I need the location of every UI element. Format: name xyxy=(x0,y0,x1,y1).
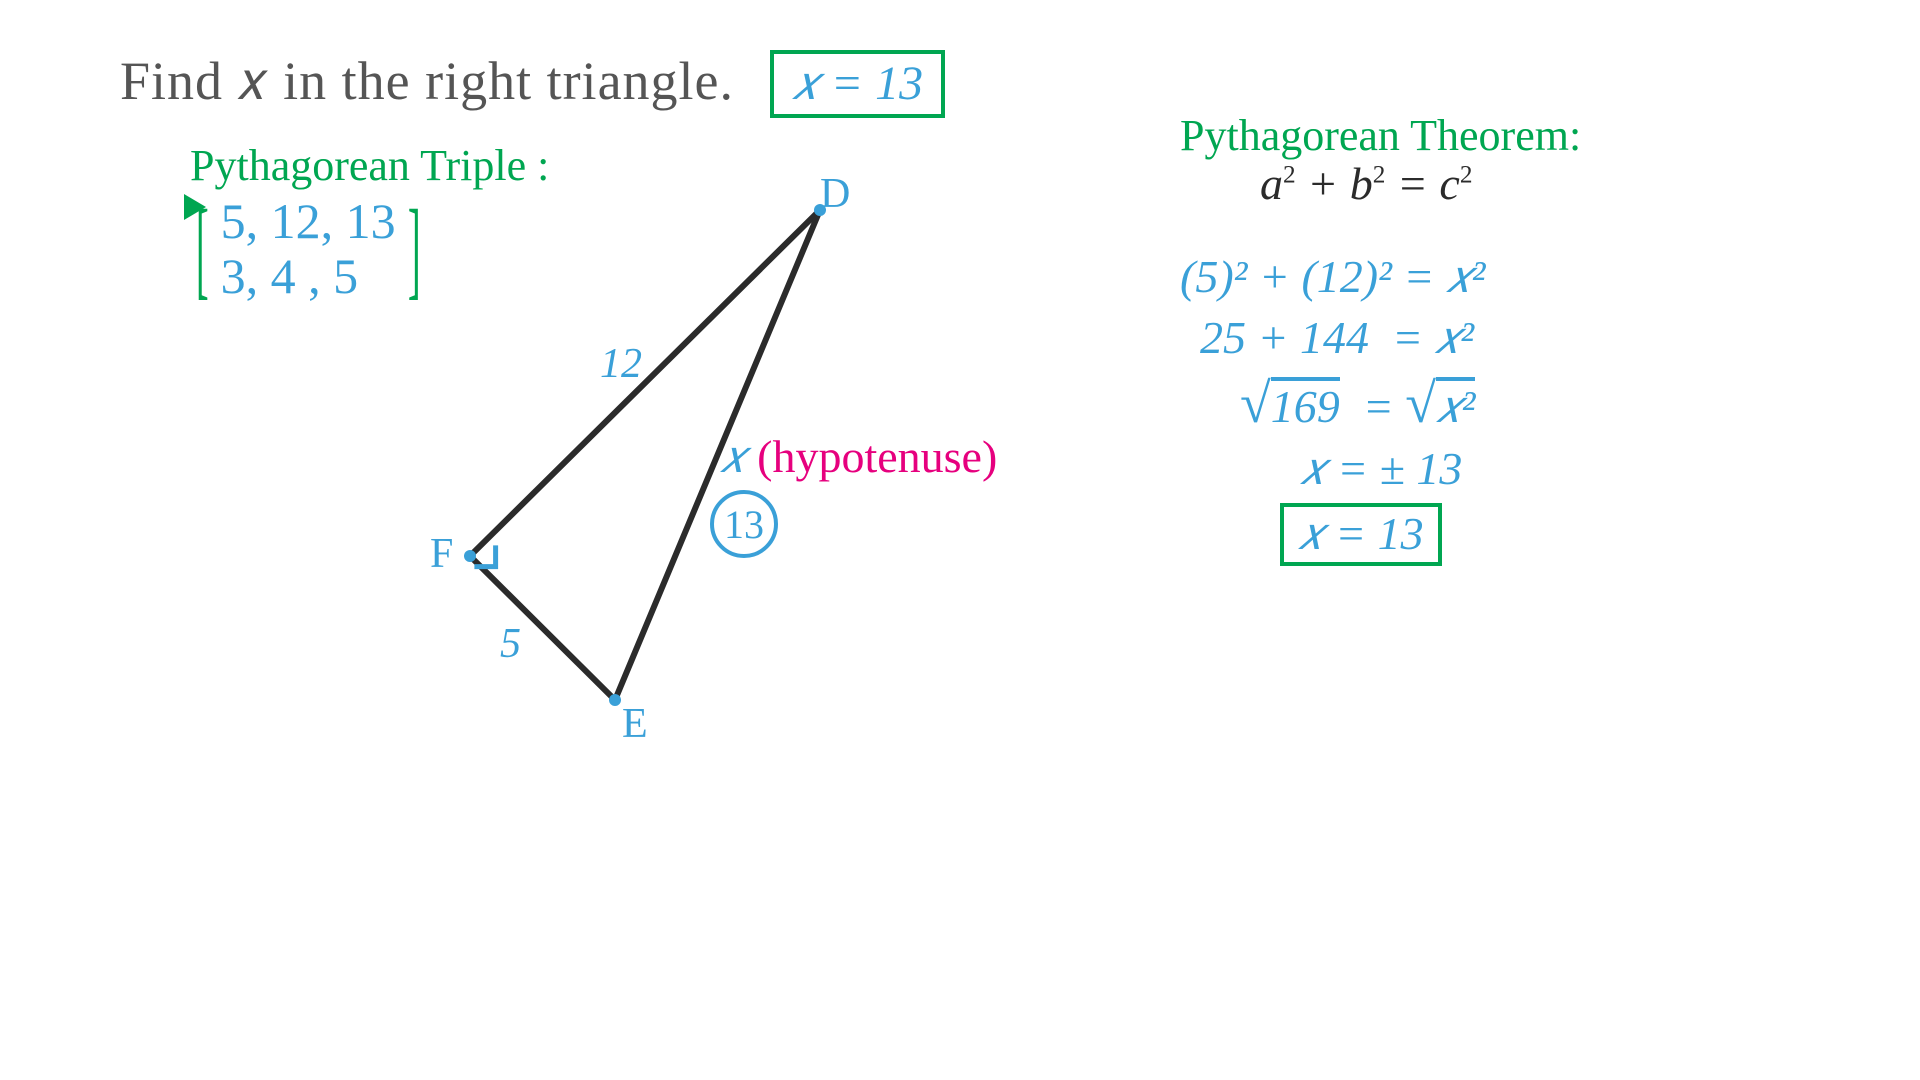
hypotenuse-label: 𝑥 (hypotenuse) xyxy=(720,430,997,485)
vertex-D-label: D xyxy=(820,170,850,218)
side-FE xyxy=(470,556,615,700)
triangle-diagram xyxy=(0,0,1920,1080)
vertex-E-dot xyxy=(609,694,621,706)
vertex-F-label: F xyxy=(430,530,453,578)
side-DF-label: 12 xyxy=(600,340,642,388)
vertex-F-dot xyxy=(464,550,476,562)
vertex-E-label: E xyxy=(622,700,648,748)
hypotenuse-value-circled: 13 xyxy=(710,490,778,558)
side-FE-label: 5 xyxy=(500,620,521,668)
